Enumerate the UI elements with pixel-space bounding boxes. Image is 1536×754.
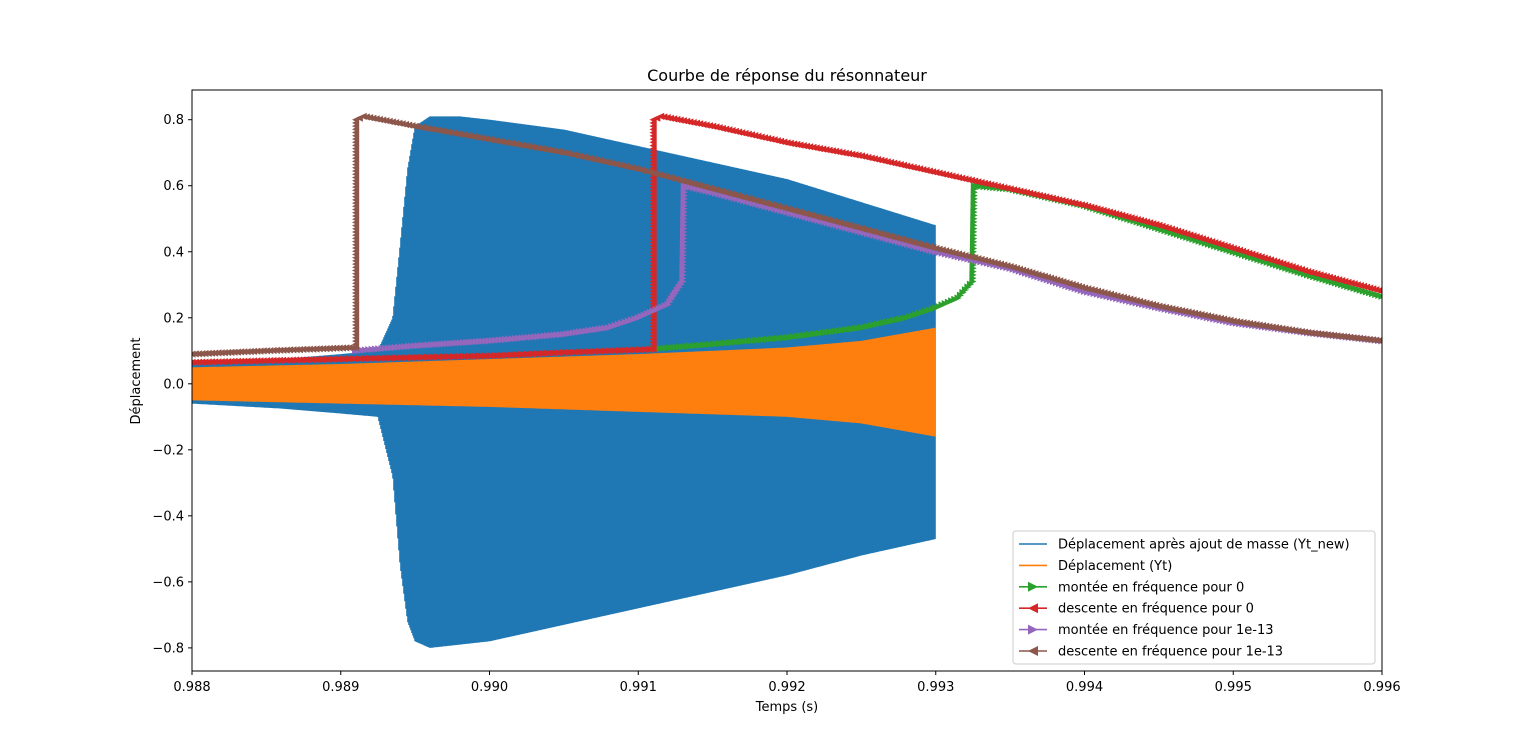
series-descente-en-frequence-pour-1e-13 bbox=[192, 112, 1382, 358]
x-tick-label: 0.992 bbox=[768, 680, 805, 695]
x-axis-title: Temps (s) bbox=[755, 700, 818, 715]
legend-label: descente en fréquence pour 0 bbox=[1058, 602, 1254, 617]
y-axis: −0.8 −0.6 −0.4 −0.2 0.0 0.2 0.4 0.6 0.8 bbox=[152, 113, 192, 656]
legend-label: descente en fréquence pour 1e-13 bbox=[1058, 645, 1283, 660]
y-tick-label: 0.6 bbox=[163, 179, 184, 194]
y-tick-label: 0.2 bbox=[163, 311, 184, 326]
legend-item: montée en fréquence pour 1e-13 bbox=[1019, 623, 1274, 638]
x-tick-label: 0.990 bbox=[471, 680, 508, 695]
x-tick-label: 0.995 bbox=[1215, 680, 1252, 695]
legend-item: descente en fréquence pour 0 bbox=[1019, 602, 1254, 617]
y-tick-label: −0.2 bbox=[152, 443, 184, 458]
y-tick-label: −0.4 bbox=[152, 509, 184, 524]
legend-marker bbox=[1028, 581, 1038, 592]
x-tick-label: 0.994 bbox=[1066, 680, 1103, 695]
y-tick-label: 0.4 bbox=[163, 245, 184, 260]
y-tick-label: −0.8 bbox=[152, 641, 184, 656]
legend-item: Déplacement après ajout de masse (Yt_new… bbox=[1019, 538, 1350, 553]
legend-item: Déplacement (Yt) bbox=[1019, 559, 1172, 574]
x-tick-label: 0.991 bbox=[620, 680, 657, 695]
y-axis-title: Déplacement bbox=[129, 338, 144, 425]
x-tick-label: 0.989 bbox=[322, 680, 359, 695]
x-axis: 0.988 0.989 0.990 0.991 0.992 0.993 0.994 0.995… bbox=[173, 671, 1401, 695]
x-tick-label: 0.996 bbox=[1363, 680, 1400, 695]
series-deplacement-yt bbox=[192, 327, 936, 437]
legend-marker bbox=[1028, 646, 1038, 656]
series-montee-en-frequence-pour-0 bbox=[649, 182, 1382, 353]
x-tick-label: 0.993 bbox=[917, 680, 954, 695]
series-descente-en-frequence-pour-0 bbox=[192, 112, 1382, 366]
legend-item: descente en fréquence pour 1e-13 bbox=[1019, 645, 1283, 660]
legend-box bbox=[1012, 530, 1376, 665]
series-layer bbox=[192, 112, 1382, 648]
legend-marker bbox=[1028, 624, 1038, 635]
oscillation-band bbox=[192, 327, 936, 437]
legend: Déplacement après ajout de masse (Yt_new… bbox=[1012, 530, 1376, 665]
y-tick-label: −0.6 bbox=[152, 575, 184, 590]
legend-label: montée en fréquence pour 0 bbox=[1058, 580, 1244, 595]
legend-label: Déplacement (Yt) bbox=[1058, 559, 1172, 574]
legend-item: montée en fréquence pour 0 bbox=[1019, 580, 1244, 595]
y-tick-label: 0.8 bbox=[163, 113, 184, 128]
x-tick-label: 0.988 bbox=[173, 680, 210, 695]
legend-label: montée en fréquence pour 1e-13 bbox=[1058, 623, 1274, 638]
chart-title: Courbe de réponse du résonnateur bbox=[647, 66, 927, 85]
legend-marker bbox=[1028, 603, 1038, 614]
legend-label: Déplacement après ajout de masse (Yt_new… bbox=[1058, 538, 1350, 553]
y-tick-label: 0.0 bbox=[163, 377, 184, 392]
